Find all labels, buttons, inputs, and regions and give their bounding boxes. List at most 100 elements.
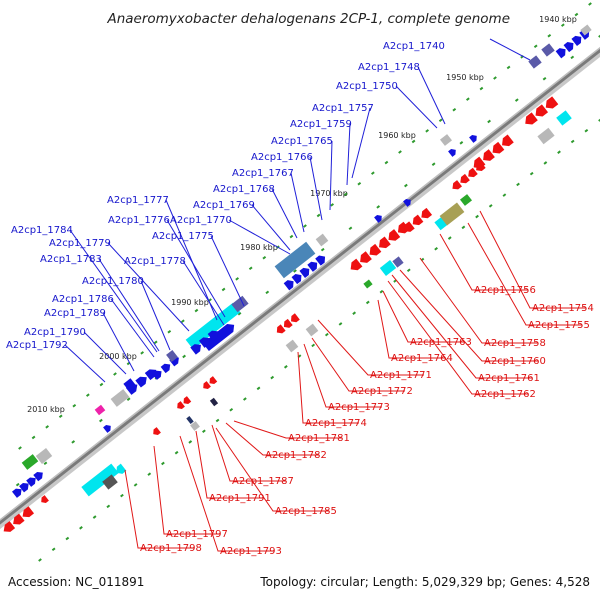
kbp-tick-label: 1960 kbp xyxy=(378,131,416,140)
gene-label-top: A2cp1_1777 xyxy=(107,195,169,206)
forward-gene xyxy=(403,199,411,207)
gc-dot-outer-bottom xyxy=(570,139,575,144)
reverse-gene xyxy=(209,376,218,385)
gene-label-bottom: A2cp1_1774 xyxy=(305,418,367,429)
steel-feature xyxy=(274,241,316,279)
gc-dot-inner-top xyxy=(570,55,575,60)
gc-dot-outer-top xyxy=(72,403,77,408)
gene-label-top: A2cp1_1786 xyxy=(52,294,114,305)
reverse-gene xyxy=(183,396,192,405)
gc-dot-inner-top xyxy=(71,440,76,444)
gc-dot-outer-top xyxy=(506,65,511,70)
leader-line-top xyxy=(102,312,135,372)
forward-gene xyxy=(33,471,43,482)
leader-line-top xyxy=(351,107,371,179)
gc-dot-inner-top xyxy=(487,119,491,124)
reverse-gene xyxy=(41,495,49,503)
gc-dot-outer-top xyxy=(370,171,375,175)
gc-dot-outer-top xyxy=(316,213,321,218)
pseudo-feature xyxy=(305,323,319,337)
leader-line-top xyxy=(489,38,531,61)
gc-dot-inner-top xyxy=(237,311,242,316)
forward-gene xyxy=(151,370,162,380)
leader-line-bottom xyxy=(179,435,274,552)
gene-label-bottom: A2cp1_1787 xyxy=(232,476,294,487)
map-title: Anaeromyxobacter dehalogenans 2CP-1, com… xyxy=(106,11,510,27)
leader-line-top xyxy=(228,219,291,255)
gc-dot-outer-bottom xyxy=(365,300,370,305)
reverse-gene xyxy=(473,156,486,169)
gc-dot-outer-bottom xyxy=(502,193,507,197)
gc-dot-inner-top xyxy=(99,418,103,423)
reverse-gene xyxy=(360,251,372,263)
gene-label-bottom: A2cp1_1762 xyxy=(474,389,536,400)
gene-label-bottom: A2cp1_1761 xyxy=(478,373,540,384)
gc-dot-inner-top xyxy=(459,141,464,145)
gc-dot-outer-top xyxy=(180,319,185,323)
forward-gene xyxy=(202,324,235,352)
gene-label-top: A2cp1_1769 xyxy=(193,200,255,211)
gc-dot-outer-bottom xyxy=(65,536,70,541)
gc-dot-outer-bottom xyxy=(557,150,561,154)
gc-dot-inner-top xyxy=(182,354,186,359)
dark-feature xyxy=(186,416,194,424)
reverse-gene xyxy=(468,167,478,178)
label-leaders xyxy=(64,38,586,552)
reverse-gene xyxy=(350,258,363,271)
gene-label-bottom: A2cp1_1754 xyxy=(532,303,594,314)
gc-dot-outer-bottom xyxy=(188,440,193,444)
gc-dot-outer-top xyxy=(493,76,497,80)
gene-label-top: A2cp1_1768 xyxy=(213,184,275,195)
pseudo-feature xyxy=(110,389,130,407)
gc-dot-outer-top xyxy=(533,44,538,49)
gene-label-top: A2cp1_1770 xyxy=(170,215,232,226)
gc-dot-inner-top xyxy=(15,482,20,487)
gene-label-top: A2cp1_1766 xyxy=(251,152,313,163)
gene-label-top: A2cp1_1790 xyxy=(24,327,86,338)
forward-gene xyxy=(299,267,310,278)
reverse-gene xyxy=(283,318,293,328)
reverse-gene xyxy=(412,214,424,226)
genome-summary: Topology: circular; Length: 5,029,329 bp… xyxy=(259,575,590,589)
forward-gene xyxy=(190,344,201,355)
gc-dot-outer-top xyxy=(398,150,402,154)
gc-dot-outer-bottom xyxy=(475,214,479,219)
backbone-highlight xyxy=(0,46,600,522)
gene-label-bottom: A2cp1_1773 xyxy=(328,402,390,413)
gc-dot-inner-top xyxy=(348,226,353,231)
reverse-gene xyxy=(502,134,514,147)
leader-line-bottom xyxy=(124,469,194,549)
gc-dot-inner-top xyxy=(514,98,519,102)
reverse-gene xyxy=(276,324,286,334)
forward-gene xyxy=(19,483,29,493)
gc-dot-outer-bottom xyxy=(215,418,220,423)
leader-line-top xyxy=(329,140,333,211)
reverse-gene xyxy=(22,506,35,518)
gene-label-top: A2cp1_1765 xyxy=(271,136,333,147)
gc-dot-inner-top xyxy=(126,397,131,401)
gene-label-top: A2cp1_1783 xyxy=(40,254,102,265)
gene-features xyxy=(3,24,592,532)
misc-feature xyxy=(541,43,555,57)
leader-line-bottom xyxy=(419,257,538,344)
leader-line-bottom xyxy=(233,420,342,439)
gc-dot-outer-bottom xyxy=(324,332,329,337)
gc-dot-outer-bottom xyxy=(161,461,165,466)
leader-line-top xyxy=(210,235,245,307)
gene-label-bottom: A2cp1_1798 xyxy=(140,543,202,554)
leader-line-bottom xyxy=(225,422,319,456)
gene-label-bottom: A2cp1_1782 xyxy=(265,450,327,461)
leader-line-bottom xyxy=(399,269,538,362)
kbp-tick-label: 1990 kbp xyxy=(171,298,209,307)
gc-dot-outer-top xyxy=(411,139,416,144)
reverse-gene xyxy=(421,207,433,219)
reverse-gene xyxy=(379,236,391,249)
pseudo-feature xyxy=(285,339,299,353)
gc-dot-outer-bottom xyxy=(584,128,589,133)
leader-line-bottom xyxy=(467,222,582,326)
pseudo-feature xyxy=(537,127,555,145)
gc-dot-outer-top xyxy=(465,97,470,101)
gene-label-bottom: A2cp1_1755 xyxy=(528,320,590,331)
rna-feature xyxy=(459,194,473,206)
gc-dot-outer-bottom xyxy=(38,558,42,562)
